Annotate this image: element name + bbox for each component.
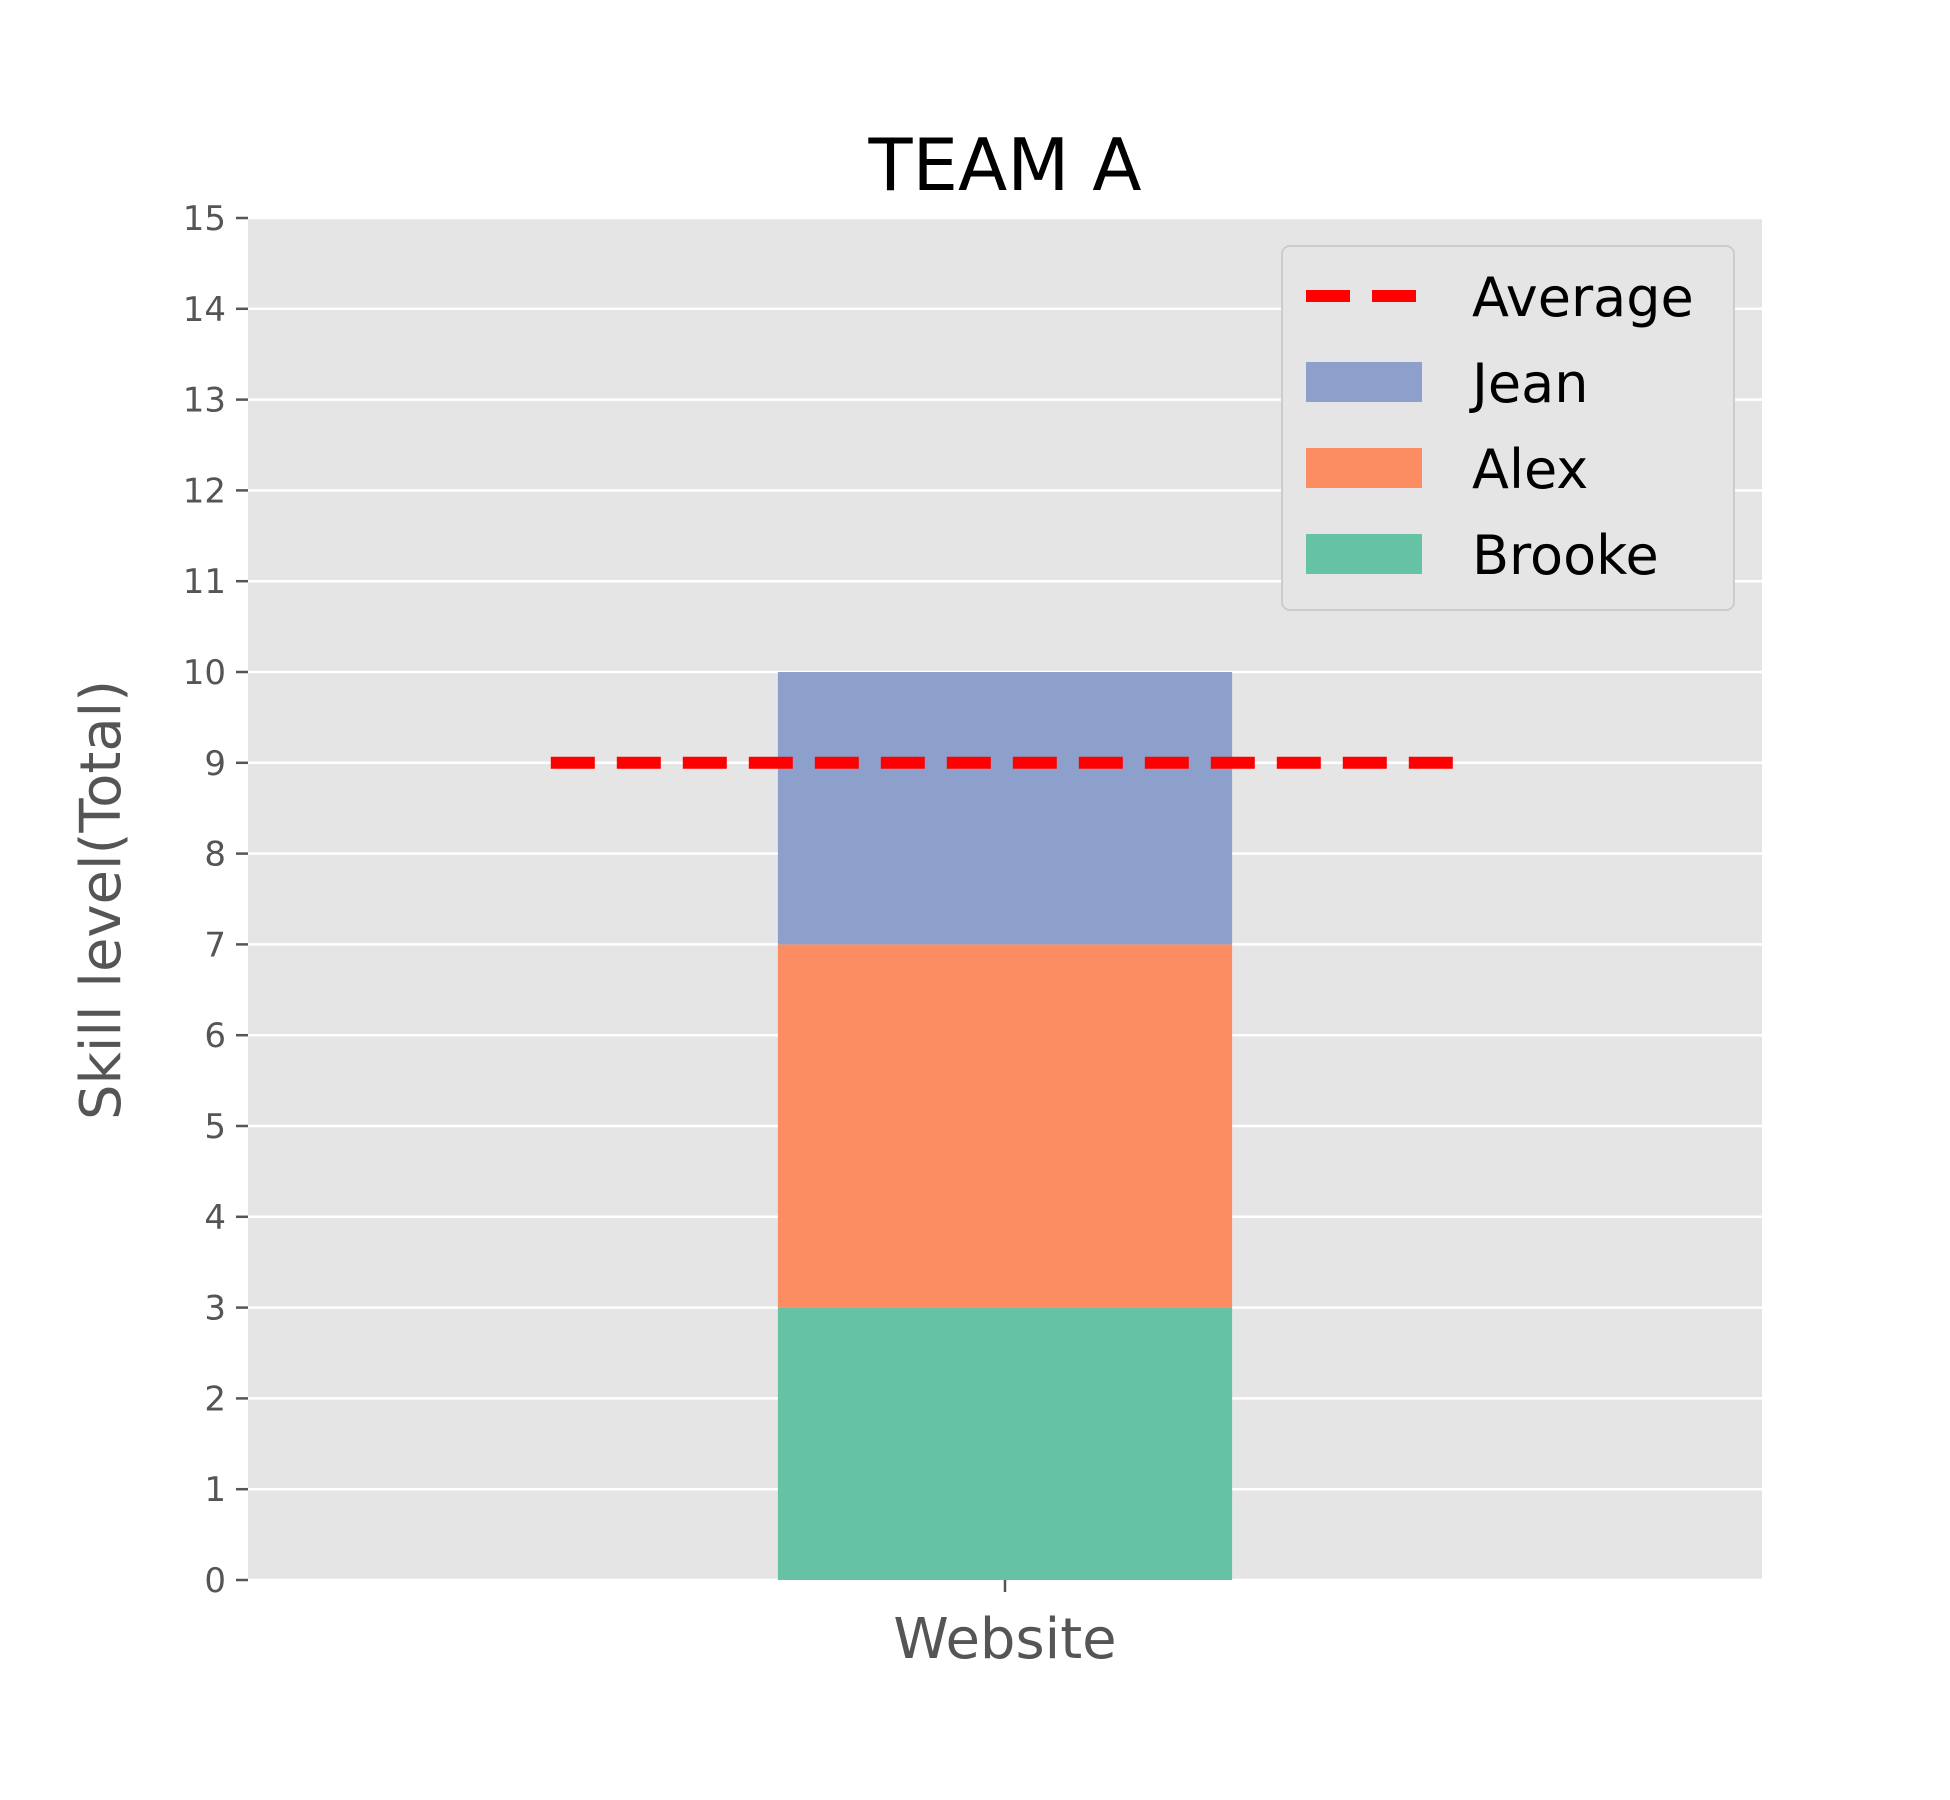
legend: Average Jean Alex Brooke: [1281, 245, 1735, 611]
y-tick-label: 2: [204, 1379, 226, 1419]
legend-box: [1281, 245, 1735, 611]
bar-alex: [777, 944, 1233, 1308]
y-tick-label: 14: [183, 290, 226, 330]
legend-label-average: Average: [1472, 266, 1694, 329]
y-tick-label: 0: [204, 1561, 226, 1601]
y-tick-label: 13: [183, 381, 226, 421]
legend-label-jean: Jean: [1469, 352, 1588, 415]
y-tick-label: 1: [204, 1470, 226, 1510]
y-tick-label: 12: [183, 471, 226, 511]
y-tick-label: 8: [204, 835, 226, 875]
legend-label-alex: Alex: [1472, 438, 1588, 501]
legend-label-brooke: Brooke: [1472, 524, 1659, 587]
y-tick-label: 3: [204, 1289, 226, 1329]
x-axis: Website: [893, 1580, 1117, 1672]
y-tick-label: 9: [204, 744, 226, 784]
legend-swatch-jean: [1306, 362, 1422, 402]
y-tick-label: 4: [204, 1198, 226, 1238]
y-tick-label: 15: [183, 199, 226, 239]
legend-swatch-brooke: [1306, 534, 1422, 574]
y-tick-label: 10: [183, 653, 226, 693]
bar-brooke: [777, 1307, 1233, 1580]
x-tick-label: Website: [893, 1607, 1116, 1672]
chart-title: TEAM A: [868, 123, 1142, 207]
bar-jean: [777, 672, 1233, 945]
bars: [777, 672, 1233, 1580]
legend-swatch-alex: [1306, 448, 1422, 488]
y-tick-label: 11: [183, 562, 226, 602]
y-tick-label: 7: [204, 925, 226, 965]
y-axis-label: Skill level(Total): [69, 680, 134, 1120]
y-tick-label: 5: [204, 1107, 226, 1147]
y-tick-label: 6: [204, 1016, 226, 1056]
